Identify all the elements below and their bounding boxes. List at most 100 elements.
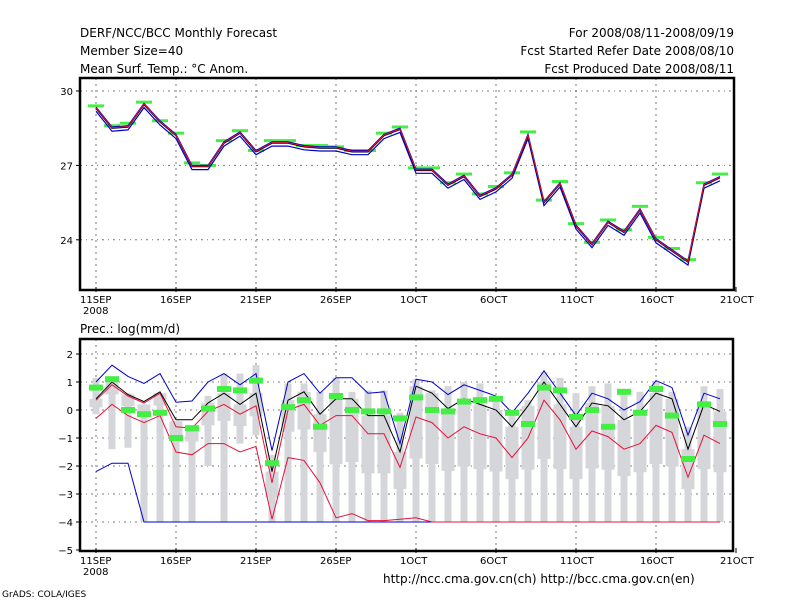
spread-whisker (172, 421, 180, 522)
observed-marker (441, 408, 455, 415)
spread-box (553, 404, 567, 470)
observed-marker (313, 423, 327, 430)
y-tick-label: 30 (60, 87, 73, 98)
spread-box (265, 471, 279, 498)
x-tick-label: 16OCT (640, 295, 675, 306)
y-tick-label: 2 (67, 350, 73, 361)
observed-marker (617, 388, 631, 395)
x-tick-label: 11SEP (80, 295, 111, 306)
observed-marker (633, 409, 647, 416)
x-tick-label: 6OCT (480, 556, 508, 567)
observed-marker (233, 387, 247, 394)
spread-box (361, 415, 375, 474)
observed-marker (136, 100, 152, 104)
spread-box (473, 404, 487, 470)
spread-whisker (220, 373, 228, 522)
spread-box (457, 398, 471, 467)
spread-whisker (204, 396, 212, 466)
observed-marker (472, 192, 488, 196)
observed-marker (457, 398, 471, 405)
observed-marker (569, 414, 583, 420)
observed-marker (473, 397, 487, 404)
spread-box (217, 393, 231, 421)
spread-whisker (140, 404, 148, 522)
spread-whisker (108, 380, 116, 450)
spread-box (681, 449, 695, 490)
observed-marker (649, 386, 663, 392)
observed-marker (393, 415, 407, 422)
observed-marker (520, 130, 536, 134)
observed-marker (281, 404, 295, 411)
observed-marker (424, 166, 440, 170)
mean-line (95, 381, 721, 472)
x-tick-label: 26SEP (320, 556, 351, 567)
spread-box (441, 408, 455, 471)
observed-marker (505, 409, 519, 416)
observed-marker (616, 228, 632, 232)
observed-marker (585, 407, 599, 413)
observed-marker (521, 421, 535, 427)
spread-whisker (92, 377, 100, 415)
spread-box (89, 398, 103, 408)
spread-whisker (156, 393, 164, 522)
observed-marker (696, 181, 712, 185)
observed-marker (137, 411, 151, 418)
x-tick-label: 21SEP (240, 295, 271, 306)
observed-marker (377, 408, 391, 415)
spread-box (121, 394, 135, 407)
observed-marker (121, 407, 135, 413)
x-tick-label: 1OCT (400, 295, 428, 306)
observed-marker (489, 395, 503, 402)
x-tick-label: 21OCT (720, 295, 755, 306)
observed-marker (264, 139, 280, 143)
observed-marker (697, 401, 711, 408)
observed-marker (345, 407, 359, 413)
observed-marker (681, 456, 695, 462)
spread-box (329, 398, 343, 465)
max-line (95, 364, 721, 451)
observed-marker (456, 172, 472, 176)
observed-marker (712, 172, 728, 176)
spread-box (153, 393, 167, 406)
median-line (95, 384, 721, 483)
x-tick-label: 1OCT (400, 556, 428, 567)
x-tick-label: 6OCT (480, 295, 508, 306)
spread-whisker (300, 383, 308, 522)
observed-marker (153, 409, 167, 416)
observed-marker (217, 386, 231, 392)
header-start-date: Fcst Started Refer Date 2008/08/10 (520, 44, 734, 58)
observed-marker (664, 246, 680, 250)
ensemble-inner-line (95, 103, 721, 263)
x-tick-label: 16SEP (160, 556, 191, 567)
observed-marker (169, 435, 183, 441)
spread-box (409, 386, 423, 459)
x-tick-label: 16OCT (640, 556, 675, 567)
spread-box (345, 398, 359, 462)
spread-box (585, 403, 599, 469)
x-tick-label: 21SEP (240, 556, 271, 567)
x-tick-label: 21OCT (720, 556, 755, 567)
observed-marker (665, 412, 679, 419)
observed-marker (632, 204, 648, 208)
x-tick-label: 11OCT (560, 556, 595, 567)
observed-marker (88, 104, 104, 108)
observed-marker (553, 387, 567, 394)
y-tick-label: 27 (60, 161, 73, 172)
x-tick-label: 11OCT (560, 295, 595, 306)
spread-box (169, 421, 183, 439)
observed-marker (600, 218, 616, 222)
y-tick-label: −4 (58, 518, 73, 529)
spread-whisker (188, 425, 196, 522)
spread-box (569, 426, 583, 480)
observed-marker (249, 377, 263, 384)
header-title: DERF/NCC/BCC Monthly Forecast (80, 26, 278, 40)
observed-marker (329, 393, 343, 399)
spread-box (233, 404, 247, 426)
header-variable: Mean Surf. Temp.: °C Anom. (80, 62, 249, 76)
header-produced-date: Fcst Produced Date 2008/08/11 (544, 62, 734, 76)
header-period: For 2008/08/11-2008/09/19 (568, 26, 734, 40)
y-tick-label: −1 (58, 434, 73, 445)
observed-marker (89, 384, 103, 391)
observed-marker (601, 423, 615, 430)
